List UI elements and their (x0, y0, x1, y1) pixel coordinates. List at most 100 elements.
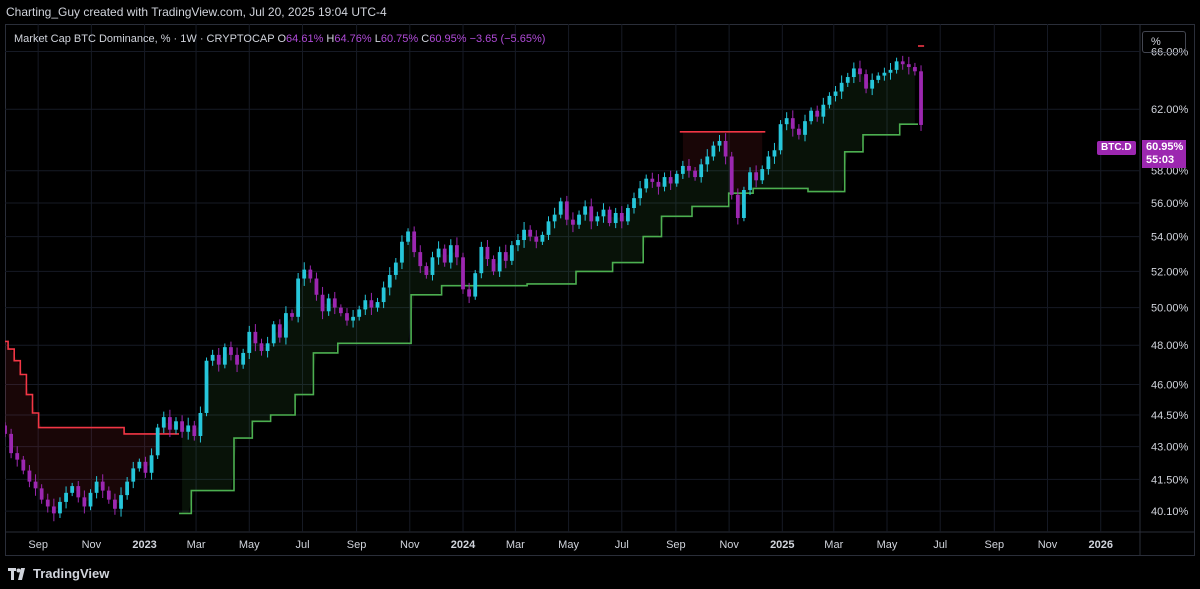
candle (290, 309, 294, 321)
candle-body (15, 453, 20, 460)
candle (418, 245, 423, 274)
time-tick-label: Jul (615, 539, 629, 551)
candle-body (64, 492, 68, 502)
candle (461, 252, 465, 294)
candle (742, 186, 746, 222)
candle-body (338, 307, 343, 314)
candle-body (302, 269, 307, 279)
candle-body (888, 69, 893, 73)
candle-body (253, 331, 258, 344)
legend-symbol: Market Cap BTC Dominance, % · 1W · CRYPT… (14, 33, 275, 45)
tradingview-logo-icon (8, 567, 25, 580)
candle (308, 265, 313, 283)
time-tick-label: Nov (82, 539, 102, 551)
candle-body (595, 216, 600, 222)
candle (174, 417, 178, 434)
candle-body (711, 145, 716, 157)
candle (796, 124, 801, 140)
candle-body (754, 172, 759, 181)
candle-body (174, 421, 178, 430)
footer: TradingView (0, 558, 1200, 589)
candle-body (522, 229, 526, 241)
candle (699, 158, 704, 183)
candle (387, 267, 392, 296)
candle (571, 212, 575, 233)
last-price-badge: 60.95% 55:03 (1142, 140, 1186, 168)
candle-body (314, 278, 319, 295)
candle (552, 207, 557, 229)
candle (509, 241, 514, 265)
candle-body (106, 490, 111, 500)
candle-body (192, 425, 197, 437)
candle (119, 487, 123, 517)
candle (351, 309, 355, 328)
candle (375, 297, 380, 312)
candle (662, 172, 667, 192)
candle-body (583, 206, 588, 215)
price-tick-label: 43.00% (1151, 442, 1189, 454)
candle (485, 240, 490, 267)
candle-body (503, 252, 508, 261)
candle-body (485, 246, 490, 260)
candle (277, 319, 282, 343)
price-tick-label: 40.10% (1151, 506, 1189, 518)
percent-scale-button[interactable]: % (1142, 31, 1186, 53)
candle-body (613, 212, 618, 224)
candle-body (473, 273, 478, 297)
candle-body (742, 189, 746, 219)
time-tick-label: 2023 (132, 539, 156, 551)
candle (265, 336, 270, 358)
candle-body (113, 499, 117, 509)
candle-body (851, 68, 856, 78)
candle-body (436, 248, 441, 258)
candle-body (430, 257, 435, 275)
candle (271, 321, 276, 347)
candle-body (619, 212, 624, 222)
candle-body (906, 64, 911, 68)
candle (473, 269, 478, 300)
candle (76, 481, 81, 503)
time-axis: Sep Nov 2023 Mar May Jul Sep Nov 2024 Mar May Jul Se… (28, 539, 1113, 551)
candle (784, 112, 789, 131)
last-price: 60.95% (1146, 141, 1184, 153)
candle (790, 110, 795, 137)
candle-body (919, 71, 923, 125)
candle (754, 165, 759, 188)
candle-body (357, 309, 362, 317)
candle-body (461, 257, 465, 290)
candle-body (858, 68, 862, 75)
candle (577, 210, 581, 229)
candle-body (9, 433, 13, 454)
candle-body (332, 298, 337, 308)
candle-body (839, 82, 844, 92)
time-tick-label: 2024 (451, 539, 476, 551)
candle (558, 197, 563, 219)
candle (204, 357, 209, 417)
candle (320, 286, 325, 320)
candle-body (131, 468, 136, 482)
candle (88, 489, 93, 511)
resistance-line-band (682, 131, 763, 207)
candle (760, 165, 765, 184)
candle (735, 188, 740, 225)
tradingview-logo[interactable]: TradingView (8, 566, 109, 581)
candle (882, 67, 887, 81)
time-tick-label: 2026 (1088, 539, 1112, 551)
candle-body (723, 140, 728, 157)
candle-body (51, 506, 56, 514)
candle (149, 448, 154, 480)
candle (412, 226, 417, 258)
candle (528, 225, 533, 242)
candle-body (638, 188, 643, 199)
time-tick-label: Jul (933, 539, 947, 551)
candle (729, 151, 734, 200)
price-tick-label: 48.00% (1151, 340, 1189, 352)
chart-canvas[interactable]: 40.10% 41.50% 43.00% 44.50% 46.00% 48.00% 50.0… (5, 24, 1195, 556)
candle (705, 149, 710, 172)
candle (845, 72, 850, 87)
candle-body (290, 313, 294, 317)
candle-body (351, 316, 355, 321)
candle-body (222, 347, 227, 365)
candle-body (693, 170, 697, 178)
candle (827, 92, 832, 109)
